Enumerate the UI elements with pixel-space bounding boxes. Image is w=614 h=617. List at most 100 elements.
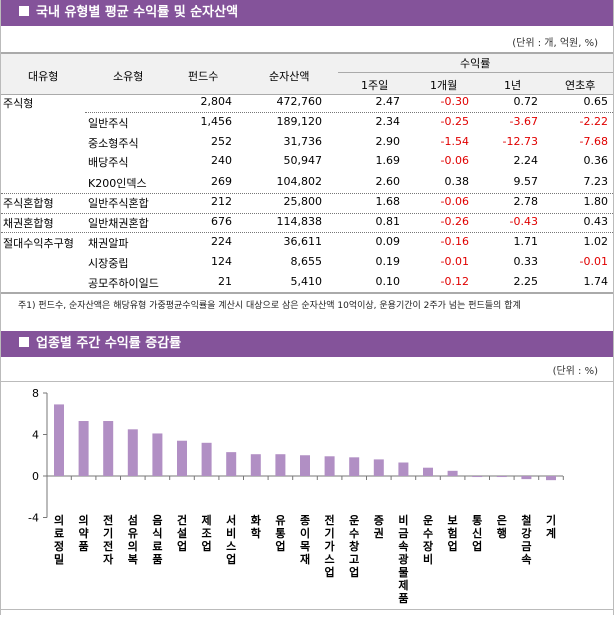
bar [349, 457, 360, 476]
cell-ytd: -2.22 [579, 115, 608, 128]
bar [423, 467, 433, 476]
table-section-title: 국내 유형별 평균 수익률 및 순자산액 [1, 0, 613, 26]
y-tick-label: 8 [32, 387, 39, 400]
cell-w1: 0.81 [375, 215, 401, 228]
cell-aum: 472,760 [276, 95, 323, 108]
cell-count: 1,456 [200, 115, 233, 128]
cell-count: 212 [211, 195, 232, 208]
cell-minor: 중소형주식 [88, 137, 139, 150]
bar [103, 421, 114, 476]
cell-y1: -0.43 [509, 215, 538, 228]
cell-major: 채권혼합형 [3, 217, 54, 230]
bar [78, 421, 89, 476]
bar [250, 454, 261, 476]
cell-w1: 0.09 [375, 235, 401, 248]
title-text: 국내 유형별 평균 수익률 및 순자산액 [36, 5, 239, 20]
table-unit: (단위 : 개, 억원, %) [512, 38, 598, 49]
square-icon [19, 6, 29, 16]
cell-w1: 2.34 [375, 115, 401, 128]
bar [496, 476, 507, 478]
bar [300, 455, 310, 476]
chart-section-title: 업종별 주간 수익률 증감률 [1, 331, 613, 357]
cell-aum: 31,736 [283, 135, 323, 148]
bar [447, 470, 458, 476]
cell-minor: K200인덱스 [88, 177, 147, 190]
bar [521, 476, 532, 480]
cell-count: 224 [211, 235, 232, 248]
cell-m1: -0.30 [440, 95, 469, 108]
bar [275, 454, 286, 476]
cell-y1: 1.71 [513, 235, 539, 248]
cell-y1: 2.24 [513, 154, 539, 167]
cell-minor: 일반주식 [88, 117, 129, 130]
col-m1: 1개월 [430, 79, 458, 92]
cell-ytd: -7.68 [579, 135, 608, 148]
cell-m1: -0.01 [440, 255, 469, 268]
cell-count: 240 [211, 154, 232, 167]
cell-y1: 0.72 [513, 95, 539, 108]
cell-major: 주식혼합형 [3, 197, 54, 210]
col-y1: 1년 [504, 79, 522, 92]
cell-aum: 104,802 [276, 175, 323, 188]
cell-ytd: -0.01 [579, 255, 608, 268]
col-aum: 순자산액 [269, 70, 310, 83]
cell-w1: 0.10 [375, 275, 401, 288]
cell-m1: -0.16 [440, 235, 469, 248]
cell-y1: 9.57 [513, 175, 539, 188]
bar [398, 462, 409, 476]
title-text: 업종별 주간 수익률 증감률 [36, 336, 182, 351]
cell-minor: 채권알파 [88, 237, 129, 250]
table-header: 대유형 소유형 펀드수 순자산액 수익률 1주일 1개월 1년 연초후 [1, 52, 613, 95]
bar [54, 404, 64, 476]
bar [324, 456, 335, 476]
cell-w1: 0.19 [375, 255, 401, 268]
cell-ytd: 0.65 [583, 95, 609, 108]
table-note: 주1) 펀드수, 순자산액은 해당유형 가중평균수익률을 계산시 대상으로 삼은… [18, 301, 521, 311]
cell-major: 절대수익추구형 [3, 237, 74, 250]
cell-m1: -0.06 [440, 195, 469, 208]
bar [177, 440, 187, 476]
bar [373, 459, 384, 476]
cell-major: 주식형 [3, 97, 34, 110]
cell-ytd: 7.23 [583, 175, 609, 188]
cell-count: 21 [218, 275, 232, 288]
col-w1: 1주일 [361, 79, 389, 92]
cell-w1: 1.69 [375, 154, 401, 167]
cell-y1: -3.67 [509, 115, 538, 128]
cell-count: 252 [211, 135, 232, 148]
cell-aum: 25,800 [283, 195, 323, 208]
cell-aum: 50,947 [283, 154, 323, 167]
cell-count: 2,804 [200, 95, 233, 108]
cell-m1: -0.12 [440, 275, 469, 288]
cell-m1: -1.54 [440, 135, 469, 148]
cell-ytd: 0.36 [583, 154, 609, 167]
bar [546, 476, 556, 481]
cell-aum: 36,611 [283, 235, 323, 248]
chart-unit: (단위 : %) [552, 366, 598, 377]
bar [226, 452, 237, 476]
cell-y1: -12.73 [502, 135, 538, 148]
col-returns: 수익률 [460, 57, 491, 70]
cell-m1: -0.25 [440, 115, 469, 128]
col-minor: 소유형 [113, 70, 144, 83]
cell-w1: 1.68 [375, 195, 401, 208]
cell-count: 269 [211, 175, 232, 188]
cell-m1: -0.06 [440, 154, 469, 167]
cell-ytd: 1.02 [583, 235, 609, 248]
bar [127, 429, 138, 476]
